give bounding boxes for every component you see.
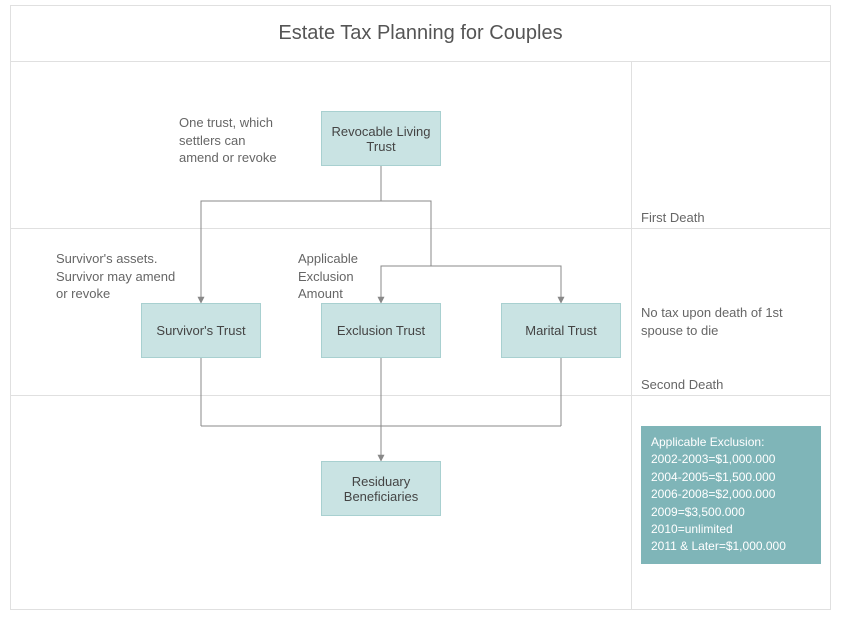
divider-first-death — [11, 228, 830, 229]
node-label: ResiduaryBeneficiaries — [344, 474, 418, 504]
annot-applicable-amount: ApplicableExclusionAmount — [298, 250, 358, 303]
node-marital-trust: Marital Trust — [501, 303, 621, 358]
node-revocable-living-trust: Revocable LivingTrust — [321, 111, 441, 166]
annot-survivor-assets: Survivor's assets.Survivor may amendor r… — [56, 250, 175, 303]
annot-no-tax: No tax upon death of 1stspouse to die — [641, 304, 783, 339]
exclusion-row: 2009=$3,500.000 — [651, 504, 811, 521]
divider-second-death — [11, 395, 830, 396]
divider-right-panel — [631, 61, 632, 609]
label-first-death: First Death — [641, 210, 705, 225]
node-exclusion-trust: Exclusion Trust — [321, 303, 441, 358]
node-label: Survivor's Trust — [156, 323, 245, 338]
node-residuary-beneficiaries: ResiduaryBeneficiaries — [321, 461, 441, 516]
label-second-death: Second Death — [641, 377, 723, 392]
exclusion-row: 2002-2003=$1,000.000 — [651, 451, 811, 468]
node-label: Marital Trust — [525, 323, 597, 338]
node-label: Exclusion Trust — [337, 323, 425, 338]
diagram-frame: Estate Tax Planning for Couples Revocabl… — [10, 5, 831, 610]
divider-top — [11, 61, 830, 62]
exclusion-row: 2004-2005=$1,500.000 — [651, 469, 811, 486]
exclusion-row: 2010=unlimited — [651, 521, 811, 538]
exclusion-title: Applicable Exclusion: — [651, 434, 811, 451]
node-survivors-trust: Survivor's Trust — [141, 303, 261, 358]
page-title: Estate Tax Planning for Couples — [11, 22, 830, 45]
annot-one-trust: One trust, whichsettlers canamend or rev… — [179, 114, 277, 167]
applicable-exclusion-box: Applicable Exclusion: 2002-2003=$1,000.0… — [641, 426, 821, 564]
exclusion-row: 2011 & Later=$1,000.000 — [651, 538, 811, 555]
exclusion-row: 2006-2008=$2,000.000 — [651, 486, 811, 503]
node-label: Revocable LivingTrust — [331, 124, 430, 154]
